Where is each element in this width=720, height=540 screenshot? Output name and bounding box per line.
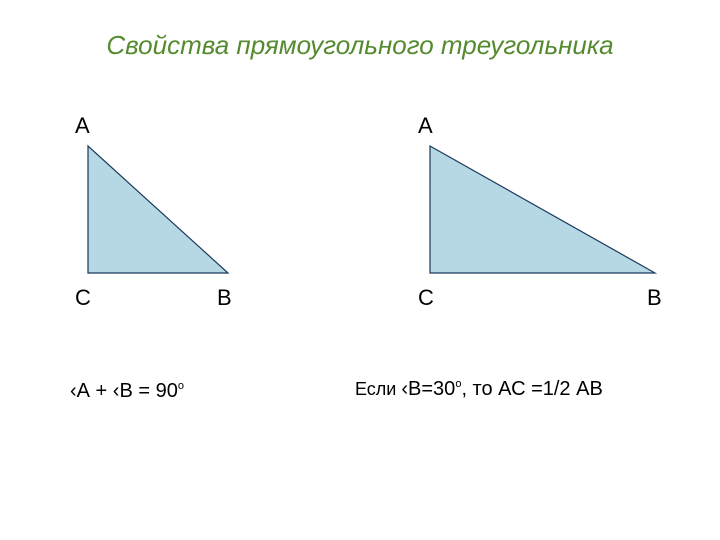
formula1-sup: о xyxy=(178,380,184,392)
title-text: Свойства прямоугольного треугольника xyxy=(106,30,613,60)
triangle-right xyxy=(420,140,670,280)
formula-right: Если ‹В=30о, то АС =1/2 АВ xyxy=(355,378,603,401)
triangle-left-shape xyxy=(88,146,228,273)
formula2-post: , то АС =1/2 АВ xyxy=(461,378,602,400)
formula2-mid: ‹В=30 xyxy=(401,378,455,400)
formula2-pre: Если xyxy=(355,379,401,399)
t2-label-C: С xyxy=(418,285,434,311)
formula1-text: ‹А + ‹В = 90 xyxy=(70,380,178,402)
t1-label-C: С xyxy=(75,285,91,311)
t2-label-B: В xyxy=(647,285,662,311)
formula2-sup: о xyxy=(455,378,461,390)
t1-label-B: В xyxy=(217,285,232,311)
triangle-left xyxy=(78,140,238,280)
t1-label-A: А xyxy=(75,113,90,139)
t2-label-A: А xyxy=(418,113,433,139)
triangle-right-shape xyxy=(430,146,655,273)
page-title: Свойства прямоугольного треугольника xyxy=(0,30,720,61)
formula-left: ‹А + ‹В = 90о xyxy=(70,380,184,403)
